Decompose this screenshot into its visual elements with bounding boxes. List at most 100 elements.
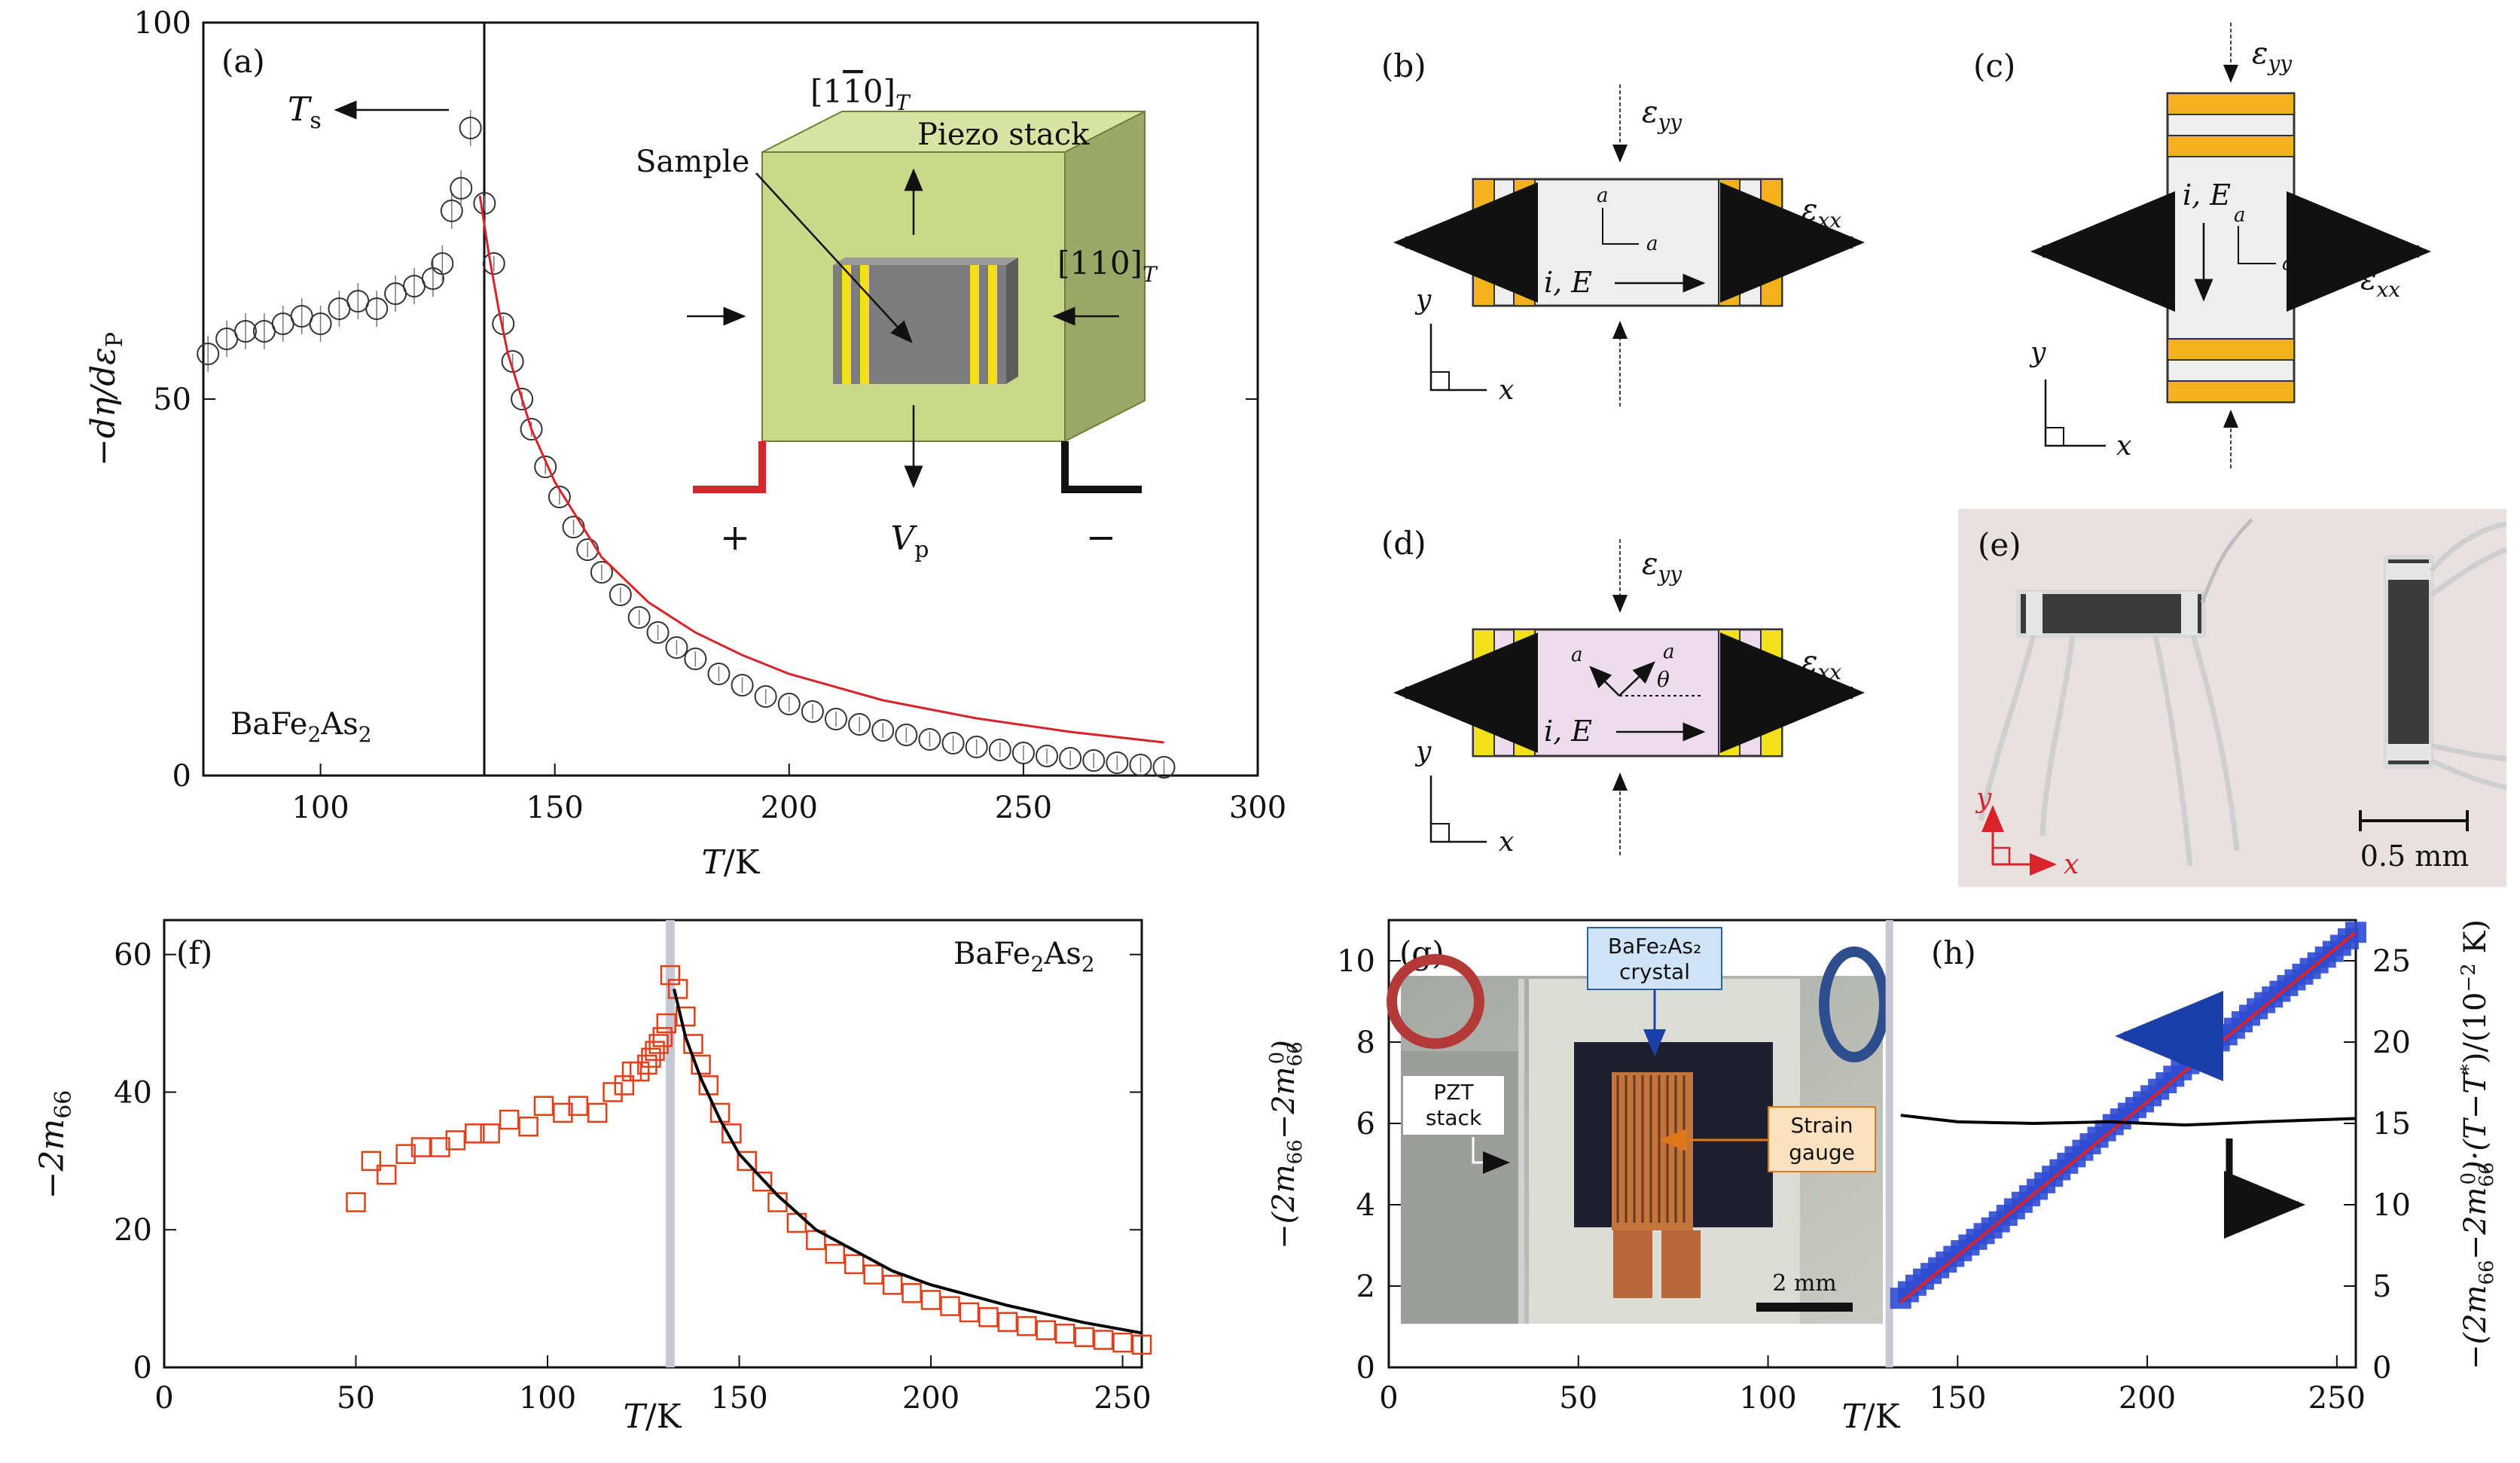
- iE-c: i, E: [2183, 178, 2231, 212]
- data-point-f: [752, 1172, 773, 1192]
- x-tick-label: 0: [154, 1381, 173, 1416]
- panel-a-yticks: 0 50 100: [134, 6, 1258, 794]
- photo-wire: [2039, 635, 2076, 837]
- data-point-a: [918, 728, 941, 751]
- transition-bar-h: [1885, 920, 1893, 1367]
- a-axes-c: [2238, 226, 2276, 264]
- data-point-f: [863, 1264, 883, 1285]
- data-point-f: [614, 1075, 635, 1096]
- x-tick-label: 50: [337, 1381, 375, 1416]
- data-point-f: [959, 1302, 980, 1323]
- photo-wire: [2152, 635, 2193, 867]
- data-point-f: [637, 1054, 657, 1075]
- y-tick-label: 2: [1356, 1269, 1375, 1304]
- right-axis-indicator-arrow: [2224, 1138, 2305, 1239]
- photo-wire: [2190, 635, 2240, 852]
- sample-label: Sample: [636, 145, 749, 179]
- data-point-a: [609, 584, 632, 606]
- data-point-f: [656, 1013, 677, 1034]
- x-tick-label: 50: [1559, 1381, 1597, 1416]
- panel-gh-frame: [1387, 919, 2357, 1369]
- y-tick-label: 0: [133, 1351, 152, 1385]
- pzt-callout-box: [1402, 1074, 1506, 1136]
- y-tick-label: 40: [114, 1075, 152, 1110]
- data-point-a: [801, 700, 824, 723]
- data-point-f: [652, 1027, 673, 1047]
- eps-xx-d: εxx: [1802, 645, 1841, 684]
- dir-110-label: [110]T: [1057, 245, 1158, 287]
- eps-xx-b: εxx: [1802, 193, 1841, 233]
- photo-wire: [2430, 742, 2507, 762]
- data-point-a: [234, 320, 257, 343]
- sample-contact: [988, 265, 997, 384]
- piezo-label: Piezo stack: [917, 117, 1090, 152]
- strain-callout-line2: gauge: [1789, 1140, 1855, 1165]
- data-point-f: [978, 1307, 999, 1327]
- contact-c: [2167, 135, 2295, 157]
- y-tick-label: 10: [1337, 944, 1375, 979]
- data-point-f: [518, 1116, 538, 1137]
- xy-axes-d: [1429, 776, 1487, 843]
- data-point-f: [844, 1254, 865, 1275]
- gauge-lines: [1616, 1075, 1686, 1223]
- data-point-f: [629, 1061, 650, 1082]
- strain-gauge-grid: [1612, 1072, 1693, 1230]
- strain-callout-box: [1768, 1106, 1876, 1172]
- y-tick-label: 20: [2372, 1026, 2411, 1060]
- sample-contact: [970, 265, 979, 384]
- contact-d: [1513, 629, 1536, 757]
- xy-axes-b: [1429, 324, 1487, 392]
- fit-curve-a: [478, 195, 1164, 744]
- data-point-a: [941, 732, 965, 754]
- a-label: a: [2282, 252, 2294, 275]
- data-point-a: [1106, 751, 1129, 774]
- y-tick-label: 0: [2372, 1351, 2391, 1385]
- data-point-a: [309, 312, 332, 335]
- x-tick-label: 0: [1379, 1381, 1398, 1416]
- eps-xx-c: εxx: [2360, 262, 2400, 302]
- data-point-f: [553, 1102, 573, 1123]
- photo-contact: [2181, 592, 2198, 635]
- a-axis-d: [1589, 666, 1620, 696]
- a-label: a: [1663, 641, 1675, 663]
- data-point-f: [430, 1137, 450, 1157]
- x-tick-label: 250: [995, 791, 1052, 825]
- panel-c: (c) εyy εxx i, E a a x y: [1973, 23, 2431, 468]
- photo-contact: [2386, 563, 2431, 580]
- pzt-callout-arrow: [1472, 1137, 1510, 1174]
- data-point-f: [587, 1102, 608, 1123]
- y-tick-label: 60: [114, 938, 152, 973]
- data-point-a: [431, 252, 454, 275]
- x-tick-label: 100: [519, 1381, 576, 1416]
- x-tick-label: 100: [1739, 1381, 1796, 1416]
- panel-gh-yticks-right: 0 5 10 15 20 25: [2344, 944, 2411, 1385]
- panel-a-xticks: 100 150 200 250 300: [291, 764, 1286, 825]
- data-point-a: [1152, 756, 1176, 779]
- y-tick-label: 4: [1356, 1188, 1375, 1223]
- data-point-a: [646, 621, 670, 644]
- data-point-a: [1082, 749, 1106, 772]
- vp-label: Vp: [891, 520, 929, 563]
- data-point-f: [882, 1275, 903, 1295]
- photo-contact: [2026, 592, 2043, 635]
- x-tick-label: 150: [1929, 1381, 1986, 1416]
- panel-b-label: (b): [1381, 47, 1426, 84]
- data-point-f: [568, 1096, 588, 1116]
- panel-f: (f) BaFe2As2 0 20 40 60 0 50 100 150 200 250 −2m…: [33, 919, 1152, 1436]
- data-point-f: [1017, 1315, 1037, 1337]
- data-point-f: [825, 1243, 846, 1264]
- data-point-a: [511, 388, 534, 410]
- pzt-callout-line1: PZT: [1433, 1080, 1474, 1105]
- red-y-label: y: [1975, 783, 1992, 814]
- plus-label: +: [720, 517, 750, 559]
- panel-gh-ylabel-right: −(2m66−2m660)·(T−T*)/(10−2 K): [2457, 919, 2498, 1370]
- scaled-curve-h: [1900, 1114, 2357, 1127]
- data-point-f: [1036, 1320, 1056, 1340]
- photo-sample-vertical: [2384, 555, 2433, 769]
- photo-wire: [2430, 757, 2507, 791]
- scale-label-e: 0.5 mm: [2360, 840, 2470, 873]
- y-label: y: [1414, 736, 1432, 767]
- red-corner: [1991, 846, 2011, 866]
- contact-c: [2167, 338, 2295, 361]
- crystal-callout-box: [1587, 927, 1722, 990]
